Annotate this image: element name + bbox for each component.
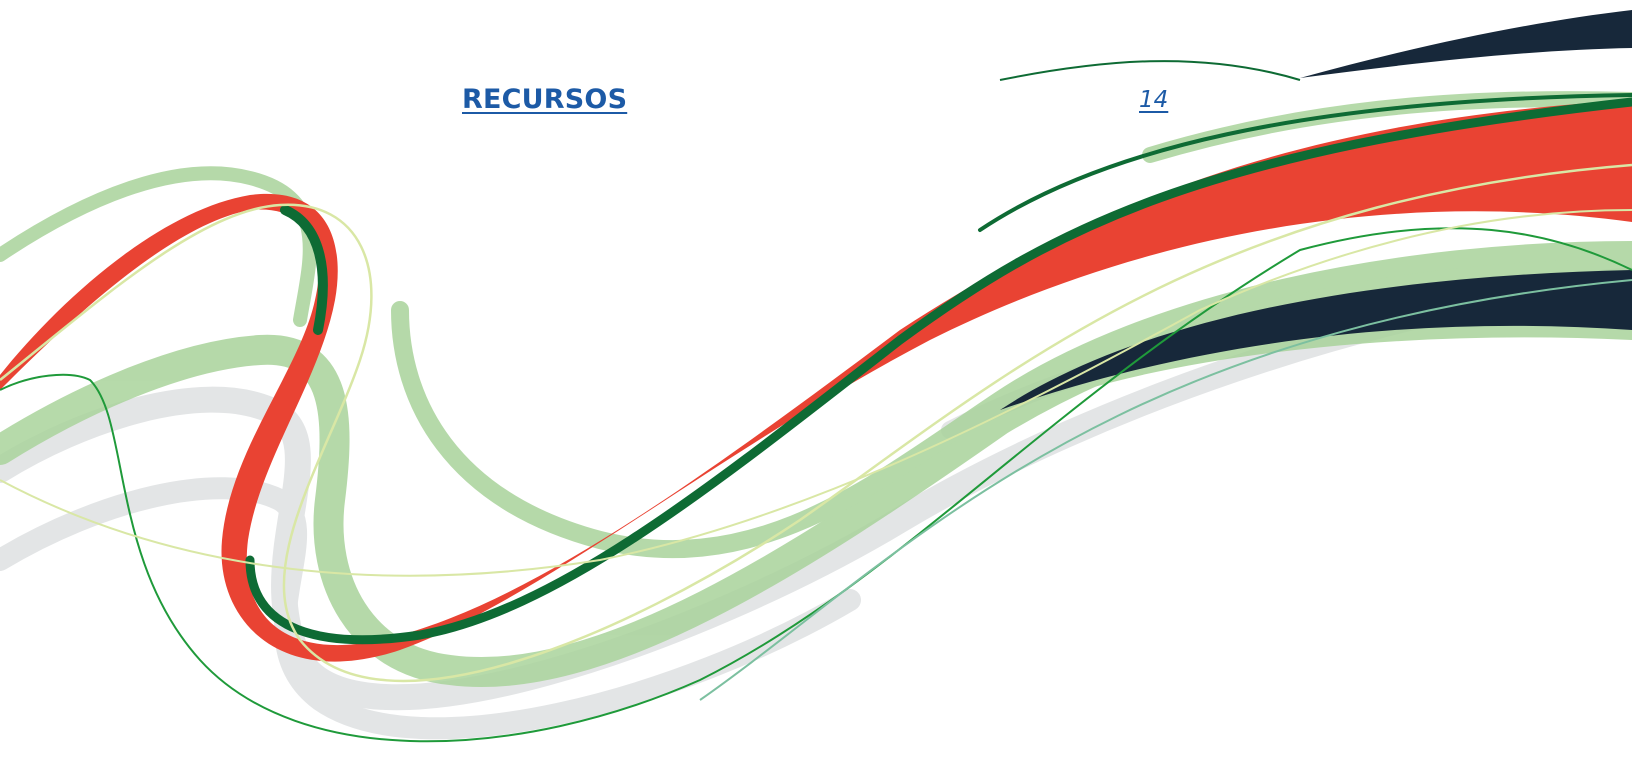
red-ribbon [0, 100, 1632, 662]
navy-ribbons [1000, 10, 1632, 410]
toc-entry[interactable]: RECURSOS 14 [462, 84, 1182, 124]
toc-entry-page-number-link[interactable]: 14 [1139, 87, 1169, 113]
dark-green-ribbons [245, 93, 1632, 645]
thin-lines [0, 60, 1632, 743]
toc-entry-title-link[interactable]: RECURSOS [462, 84, 628, 115]
